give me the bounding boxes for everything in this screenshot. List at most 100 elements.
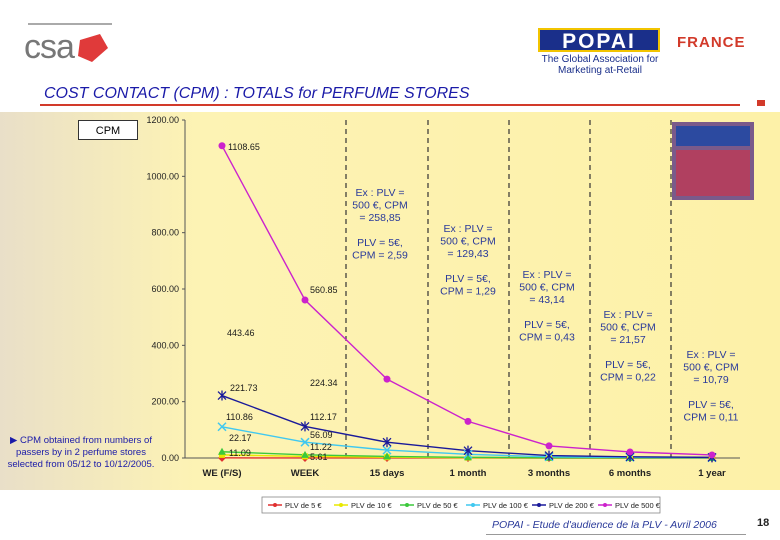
legend-label: PLV de 50 €: [417, 501, 459, 510]
y-tick-label: 1200.00: [146, 115, 179, 125]
y-tick-label: 600.00: [151, 284, 179, 294]
chart-axes: 0.00 200.00 400.00 600.00 800.00 1000.00 1200.…: [146, 115, 740, 479]
legend-marker: [603, 503, 607, 507]
data-point: [217, 422, 227, 432]
annotation-line: Ex : PLV =: [603, 309, 652, 321]
footer-rule: [486, 534, 746, 535]
point-label: 22.17: [229, 433, 252, 443]
point-label: 221.73: [230, 383, 258, 393]
x-tick-label: WE (F/S): [202, 468, 241, 479]
csa-logo-graphic: [28, 23, 112, 62]
annotation-line: CPM = 0,22: [600, 372, 656, 384]
annotation-line: = 43,14: [529, 294, 564, 306]
data-point: [301, 450, 309, 458]
annotation-line: PLV = 5€,: [605, 359, 651, 371]
y-tick-label: 400.00: [151, 340, 179, 350]
data-point: [708, 451, 716, 459]
data-point: [464, 417, 472, 425]
point-label: 56.09: [310, 430, 333, 440]
annotation-line: Ex : PLV =: [443, 223, 492, 235]
data-point: [383, 375, 391, 383]
data-point: [545, 442, 553, 450]
methodology-note: ▶ CPM obtained from numbers of passers b…: [7, 435, 155, 470]
annotation-line: Ex : PLV =: [686, 349, 735, 361]
annotation-line: PLV = 5€,: [445, 273, 491, 285]
store-photo-products: [676, 150, 750, 196]
data-point: [382, 437, 392, 448]
data-point: [383, 452, 391, 460]
page-number: 18: [757, 517, 770, 529]
footer-text: POPAI - Etude d'audience de la PLV - Avr…: [492, 519, 717, 531]
legend-marker: [537, 503, 541, 507]
legend-marker: [339, 503, 343, 507]
annotation-line: = 129,43: [447, 248, 488, 260]
france-label: FRANCE: [677, 34, 746, 51]
annotation-line: CPM = 2,59: [352, 250, 408, 262]
annotation-line: CPM = 0,43: [519, 332, 575, 344]
point-labels: 1108.65 560.85 443.46 224.34 221.73 112.17 110…: [226, 142, 338, 462]
title-rule: [40, 104, 740, 106]
data-point: [217, 390, 227, 401]
annotation-line: = 10,79: [693, 374, 728, 386]
cpm-box: CPM: [78, 120, 138, 140]
annotation-line: Ex : PLV =: [522, 269, 571, 281]
x-tick-label: 6 months: [609, 468, 651, 479]
annotation-line: 500 €, CPM: [600, 322, 655, 334]
annotation-line: CPM = 0,11: [684, 412, 739, 424]
annotation-line: 500 €, CPM: [519, 282, 574, 294]
point-label: 11.22: [310, 442, 332, 452]
x-tick-label: 1 year: [698, 468, 726, 479]
plot-background: [0, 112, 780, 490]
annotation-line: Ex : PLV =: [355, 187, 404, 199]
x-tick-label: 15 days: [370, 468, 405, 479]
legend-label: PLV de 200 €: [549, 501, 595, 510]
popai-tagline: The Global Association for Marketing at-…: [541, 54, 659, 76]
legend-label: PLV de 10 €: [351, 501, 393, 510]
data-point: [301, 296, 309, 304]
csa-logo-mark: [78, 34, 108, 62]
csa-logo-text: csa: [24, 28, 75, 66]
data-point: [544, 450, 554, 461]
y-tick-label: 1000.00: [146, 171, 179, 181]
x-tick-label: 3 months: [528, 468, 570, 479]
popai-logo: POPAI: [538, 28, 660, 53]
y-tick-label: 800.00: [151, 228, 179, 238]
data-point: [218, 447, 226, 455]
store-photo-shelf: [676, 126, 750, 146]
point-label: 11.09: [229, 448, 251, 458]
annotation-line: 500 €, CPM: [352, 200, 407, 212]
point-label: 560.85: [310, 285, 338, 295]
annotation-line: CPM = 1,29: [440, 286, 496, 298]
annotation-line: PLV = 5€,: [524, 319, 570, 331]
point-label: 5.61: [310, 452, 328, 462]
column-dividers: [345, 120, 672, 458]
legend-label: PLV de 100 €: [483, 501, 529, 510]
legend-label: PLV de 500 €: [615, 501, 661, 510]
page-title: COST CONTACT (CPM) : TOTALS for PERFUME …: [44, 85, 470, 102]
annotation-line: = 258,85: [359, 212, 400, 224]
title-rule-accent: [757, 100, 765, 106]
point-label: 112.17: [310, 412, 337, 422]
legend-box: [261, 496, 661, 514]
y-tick-label: 200.00: [151, 397, 179, 407]
data-point: [300, 437, 310, 447]
data-point: [382, 445, 392, 455]
legend-marker: [273, 503, 277, 507]
data-point: [300, 421, 310, 432]
data-point: [463, 445, 473, 456]
annotation-line: 500 €, CPM: [683, 362, 738, 374]
annotation-line: 500 €, CPM: [440, 236, 495, 248]
data-point: [464, 453, 472, 461]
annotation-line: = 21,57: [610, 334, 645, 346]
annotation-line: PLV = 5€,: [688, 399, 734, 411]
y-tick-label: 0.00: [161, 453, 179, 463]
annotation-line: PLV = 5€,: [357, 237, 403, 249]
point-label: 224.34: [310, 378, 338, 388]
legend: PLV de 5 € PLV de 10 € PLV de 50 € PLV de 1…: [261, 496, 661, 514]
point-label: 443.46: [227, 328, 255, 338]
point-label: 1108.65: [228, 142, 260, 152]
data-point: [626, 448, 634, 456]
legend-label: PLV de 5 €: [285, 501, 322, 510]
x-tick-label: 1 month: [450, 468, 487, 479]
